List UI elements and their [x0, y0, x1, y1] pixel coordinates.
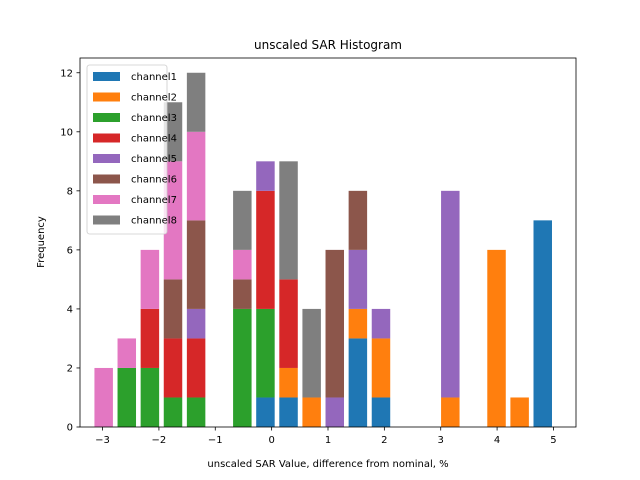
bar-channel1-bin-11: [348, 338, 368, 427]
bar-channel6-bin-10: [325, 249, 345, 398]
bar-channel8-bin-6: [233, 190, 252, 250]
bar-channel2-bin-17: [487, 249, 506, 427]
bar-channel6-bin-6: [233, 279, 252, 309]
bar-channel3-bin-4: [186, 397, 206, 427]
bar-channel3-bin-2: [140, 367, 160, 427]
bar-channel7-bin-3: [163, 161, 183, 280]
legend-label-channel6: channel6: [131, 175, 177, 186]
bar-channel6-bin-11: [348, 190, 368, 250]
bar-channel3-bin-6: [233, 308, 252, 427]
legend-label-channel5: channel5: [131, 154, 177, 165]
y-tick-label: 2: [67, 363, 73, 374]
legend-label-channel1: channel1: [131, 72, 177, 83]
bar-channel2-bin-9: [302, 397, 321, 427]
legend-swatch-channel7: [93, 195, 120, 204]
legend-swatch-channel2: [93, 92, 120, 102]
bar-channel5-bin-12: [371, 308, 391, 339]
bar-channel6-bin-3: [163, 279, 183, 339]
x-tick-label: −1: [208, 435, 223, 446]
bar-channel4-bin-7: [256, 190, 275, 309]
legend-label-channel3: channel3: [131, 113, 177, 124]
bar-channel5-bin-7: [256, 161, 275, 191]
x-tick-label: 0: [268, 435, 274, 446]
bar-channel4-bin-8: [279, 279, 298, 368]
legend-box: [86, 64, 168, 235]
x-tick-label: 2: [381, 435, 387, 446]
bar-channel5-bin-4: [186, 308, 206, 339]
bar-channel2-bin-11: [348, 308, 368, 339]
bar-channel5-bin-11: [348, 249, 368, 309]
bar-channel3-bin-1: [117, 367, 137, 427]
bar-channel7-bin-2: [140, 249, 160, 309]
legend-swatch-channel1: [93, 72, 120, 81]
bar-channel4-bin-4: [186, 338, 206, 398]
bar-channel1-bin-19: [533, 220, 552, 427]
bar-channel1-bin-7: [256, 397, 275, 427]
bar-channel2-bin-15: [441, 397, 460, 427]
bar-channel1-bin-8: [279, 397, 298, 427]
bar-channel5-bin-10: [325, 397, 345, 427]
bar-channel7-bin-4: [186, 131, 206, 221]
bar-channel8-bin-9: [302, 308, 321, 398]
y-axis: 0 2 4 6 8 10 12: [60, 68, 80, 434]
bar-channel8-bin-4: [186, 72, 206, 132]
chart-title: unscaled SAR Histogram: [254, 38, 402, 52]
legend-label-channel8: channel8: [131, 216, 177, 227]
legend-swatch-channel4: [93, 133, 120, 143]
bar-channel3-bin-3: [163, 397, 183, 427]
bar-channel4-bin-3: [163, 338, 183, 398]
legend: channel1 channel2 channel3 channel4 channel5…: [86, 64, 177, 235]
bar-channel2-bin-8: [279, 367, 298, 398]
bar-channel1-bin-12: [371, 397, 391, 427]
bar-channel4-bin-2: [140, 308, 160, 368]
y-tick-label: 8: [67, 186, 73, 197]
x-axis: −3 −2 −1 0 1 2 3 4 5: [95, 427, 557, 446]
x-axis-label: unscaled SAR Value, difference from nomi…: [207, 459, 448, 470]
y-axis-label: Frequency: [36, 216, 47, 268]
bar-channel2-bin-18: [510, 397, 529, 427]
legend-swatch-channel6: [93, 174, 120, 184]
x-tick-label: 4: [494, 435, 500, 446]
bars-group: [94, 72, 552, 427]
legend-swatch-channel5: [93, 154, 120, 163]
bar-channel8-bin-8: [279, 161, 298, 280]
bar-channel8-bin-3: [163, 102, 183, 162]
y-tick-label: 12: [60, 68, 73, 79]
x-tick-label: 5: [550, 435, 556, 446]
legend-swatch-channel8: [93, 215, 120, 225]
y-tick-label: 4: [67, 304, 73, 315]
y-tick-label: 0: [67, 423, 73, 434]
x-tick-label: 1: [325, 435, 331, 446]
bar-channel7-bin-1: [117, 338, 137, 368]
x-tick-label: −2: [152, 435, 167, 446]
bar-channel6-bin-4: [186, 220, 206, 309]
x-tick-label: 3: [438, 435, 444, 446]
bar-channel2-bin-12: [371, 338, 391, 398]
legend-label-channel4: channel4: [131, 134, 177, 145]
legend-label-channel2: channel2: [131, 93, 177, 104]
x-tick-label: −3: [95, 435, 110, 446]
y-tick-label: 10: [60, 127, 73, 138]
y-tick-label: 6: [67, 245, 73, 256]
bar-channel5-bin-15: [441, 190, 460, 398]
legend-swatch-channel3: [93, 113, 120, 122]
bar-channel7-bin-0: [94, 367, 113, 427]
bar-channel7-bin-6: [233, 249, 252, 280]
legend-label-channel7: channel7: [131, 195, 177, 206]
bar-channel3-bin-7: [256, 308, 275, 398]
